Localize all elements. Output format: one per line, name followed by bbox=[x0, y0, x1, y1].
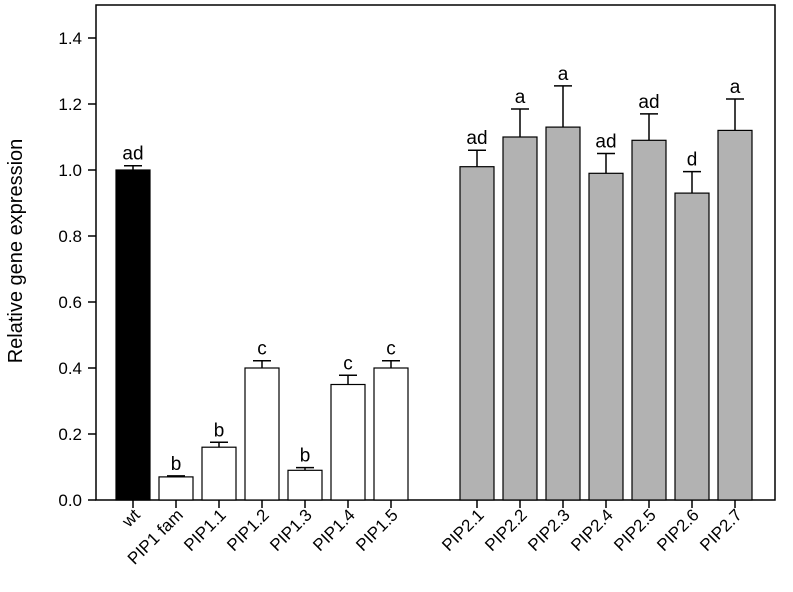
significance-label: c bbox=[386, 339, 396, 360]
bar bbox=[287, 469, 323, 501]
significance-label: b bbox=[214, 420, 225, 441]
bar bbox=[459, 166, 495, 501]
y-axis-title: Relative gene expression bbox=[5, 139, 27, 364]
y-axis: 0.0 0.2 0.4 0.6 0.8 1.0 1.2 1.4 bbox=[58, 29, 96, 510]
x-tick-label: PIP1.5 bbox=[352, 505, 402, 555]
significance-labels: ad b b c b c c ad a a ad ad d a bbox=[122, 64, 740, 475]
bar bbox=[631, 139, 667, 501]
x-tick-label: PIP2.2 bbox=[481, 505, 531, 555]
bar bbox=[158, 476, 194, 501]
bars bbox=[115, 126, 753, 501]
bar bbox=[545, 126, 581, 501]
significance-label: d bbox=[687, 150, 698, 171]
y-tick-label: 1.4 bbox=[58, 29, 82, 48]
bar bbox=[201, 446, 237, 501]
x-tick-label: PIP2.7 bbox=[696, 505, 746, 555]
significance-label: ad bbox=[466, 128, 487, 149]
x-tick-label: wt bbox=[118, 505, 144, 531]
error-bars bbox=[124, 85, 744, 477]
bar bbox=[115, 169, 151, 501]
y-tick-label: 1.2 bbox=[58, 95, 82, 114]
significance-label: ad bbox=[595, 132, 616, 153]
bar bbox=[502, 136, 538, 501]
x-tick-label: PIP1.2 bbox=[223, 505, 273, 555]
x-tick-label: PIP2.1 bbox=[438, 505, 488, 555]
bar bbox=[244, 367, 280, 501]
x-tick-label: PIP2.4 bbox=[567, 505, 617, 555]
bar bbox=[717, 129, 753, 501]
y-tick-label: 0.2 bbox=[58, 425, 82, 444]
plot-frame bbox=[95, 4, 776, 501]
x-tick-label: PIP2.3 bbox=[524, 505, 574, 555]
significance-label: ad bbox=[122, 144, 143, 165]
x-tick-label: PIP2.6 bbox=[653, 505, 703, 555]
x-tick-label: PIP2.5 bbox=[610, 505, 660, 555]
significance-label: ad bbox=[638, 92, 659, 113]
y-tick-label: 0.4 bbox=[58, 359, 82, 378]
bar bbox=[588, 172, 624, 501]
y-tick-label: 1.0 bbox=[58, 161, 82, 180]
significance-label: a bbox=[558, 64, 569, 85]
significance-label: c bbox=[257, 339, 267, 360]
x-tick-label: PIP1.4 bbox=[309, 505, 359, 555]
y-tick-label: 0.6 bbox=[58, 293, 82, 312]
x-tick-label: PIP1.3 bbox=[266, 505, 316, 555]
y-tick-label: 0.8 bbox=[58, 227, 82, 246]
y-tick-label: 0.0 bbox=[58, 491, 82, 510]
significance-label: a bbox=[515, 87, 526, 108]
significance-label: b bbox=[300, 446, 311, 467]
bar bbox=[330, 383, 366, 501]
bar bbox=[674, 192, 710, 501]
bar bbox=[373, 367, 409, 501]
x-tick-label: PIP1.1 bbox=[180, 505, 230, 555]
significance-label: b bbox=[171, 454, 182, 475]
significance-label: a bbox=[730, 77, 741, 98]
significance-label: c bbox=[343, 353, 353, 374]
